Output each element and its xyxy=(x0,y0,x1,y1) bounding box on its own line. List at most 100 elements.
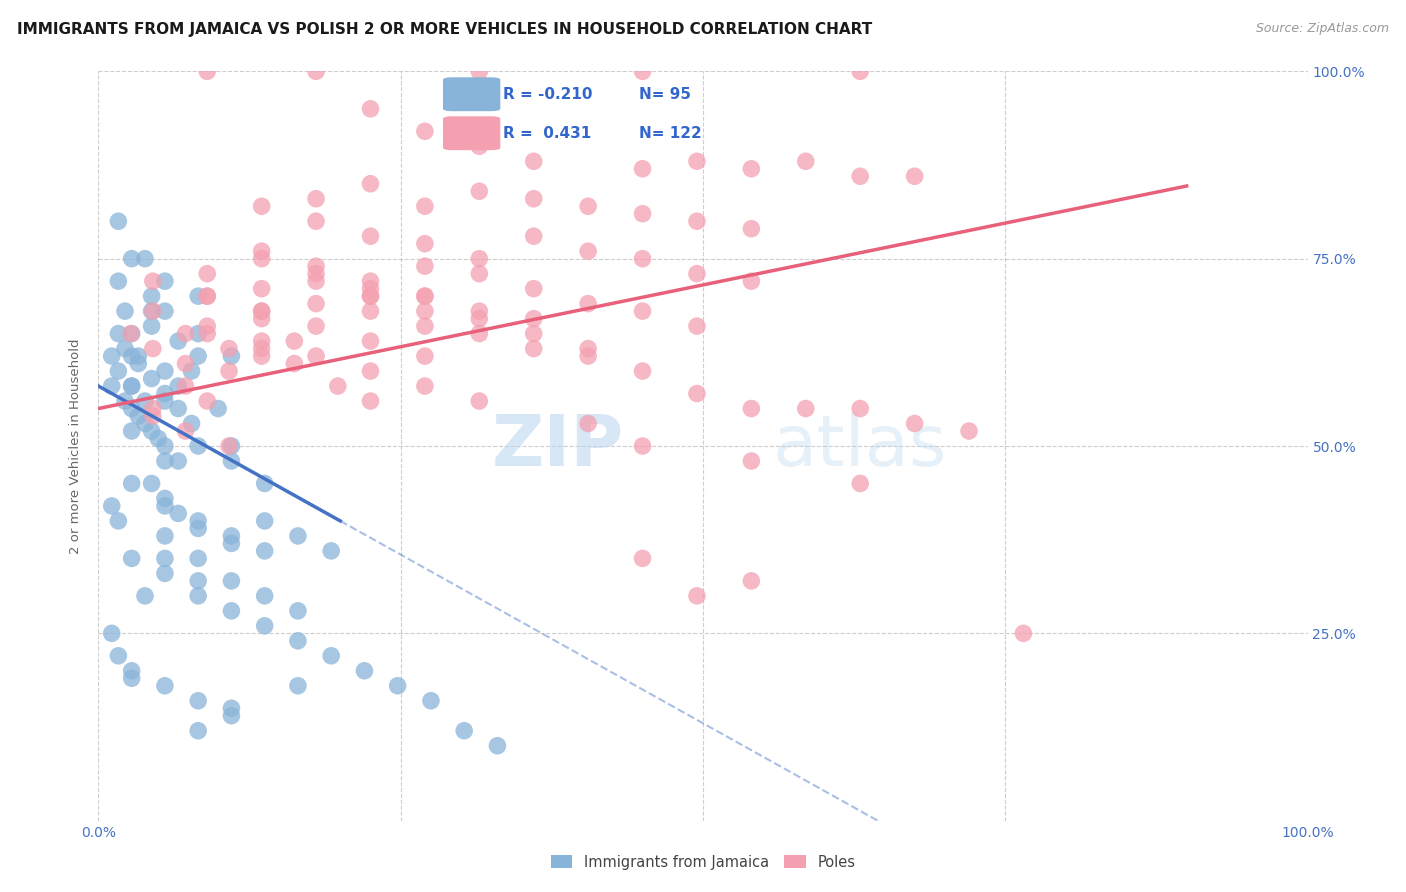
Point xyxy=(107,326,129,341)
Point xyxy=(250,304,273,318)
Point xyxy=(360,289,382,303)
Point xyxy=(468,311,491,326)
Text: R = -0.210: R = -0.210 xyxy=(503,87,593,102)
Point xyxy=(740,161,762,176)
Point xyxy=(353,664,375,678)
Point xyxy=(174,379,197,393)
Point xyxy=(283,357,305,371)
Point xyxy=(794,401,817,416)
Point xyxy=(523,342,546,356)
Point xyxy=(360,282,382,296)
Point xyxy=(134,589,156,603)
Point xyxy=(250,334,273,348)
Point xyxy=(107,514,129,528)
Point xyxy=(187,723,209,738)
Point xyxy=(453,723,475,738)
Point xyxy=(468,304,491,318)
Point xyxy=(576,417,599,431)
Point xyxy=(253,619,276,633)
Point xyxy=(283,334,305,348)
Point xyxy=(523,229,546,244)
Point xyxy=(107,364,129,378)
Point xyxy=(420,694,443,708)
Point xyxy=(305,274,328,288)
Point xyxy=(1012,626,1035,640)
Point xyxy=(631,252,654,266)
Point xyxy=(174,424,197,438)
Point xyxy=(360,177,382,191)
Text: N= 95: N= 95 xyxy=(640,87,692,102)
Point xyxy=(849,64,872,78)
Point xyxy=(326,379,349,393)
Point xyxy=(167,507,190,521)
Point xyxy=(107,648,129,663)
Point xyxy=(253,589,276,603)
Point xyxy=(468,184,491,198)
Point xyxy=(250,252,273,266)
Point xyxy=(576,244,599,259)
Point xyxy=(250,244,273,259)
Point xyxy=(849,169,872,184)
Point xyxy=(576,342,599,356)
Point xyxy=(250,349,273,363)
Point xyxy=(576,349,599,363)
Point xyxy=(904,169,927,184)
Point xyxy=(174,357,197,371)
Point xyxy=(121,252,143,266)
Point xyxy=(218,439,240,453)
Text: N= 122: N= 122 xyxy=(640,126,702,141)
Point xyxy=(740,274,762,288)
Point xyxy=(153,566,176,581)
Point xyxy=(121,349,143,363)
Point xyxy=(321,544,343,558)
Point xyxy=(142,304,165,318)
Point xyxy=(107,274,129,288)
Point xyxy=(127,349,149,363)
Point xyxy=(413,289,436,303)
Point xyxy=(107,214,129,228)
Point xyxy=(153,304,176,318)
Point xyxy=(153,529,176,543)
Point xyxy=(305,296,328,310)
Point xyxy=(486,739,509,753)
Point xyxy=(180,364,202,378)
Point xyxy=(187,439,209,453)
Point xyxy=(100,499,122,513)
Point xyxy=(167,334,190,348)
Point xyxy=(121,326,143,341)
Point xyxy=(631,439,654,453)
Point xyxy=(740,401,762,416)
Point xyxy=(413,236,436,251)
Text: Source: ZipAtlas.com: Source: ZipAtlas.com xyxy=(1256,22,1389,36)
Point xyxy=(287,529,309,543)
Point xyxy=(686,154,709,169)
Point xyxy=(167,401,190,416)
Point xyxy=(468,267,491,281)
Point xyxy=(631,207,654,221)
Point xyxy=(250,282,273,296)
Point xyxy=(576,296,599,310)
Point xyxy=(187,514,209,528)
Point xyxy=(141,424,163,438)
Point xyxy=(180,417,202,431)
Point xyxy=(305,349,328,363)
Point xyxy=(187,574,209,588)
Point xyxy=(141,319,163,334)
Point xyxy=(187,289,209,303)
Point xyxy=(413,349,436,363)
Point xyxy=(287,679,309,693)
Point xyxy=(100,626,122,640)
Text: IMMIGRANTS FROM JAMAICA VS POLISH 2 OR MORE VEHICLES IN HOUSEHOLD CORRELATION CH: IMMIGRANTS FROM JAMAICA VS POLISH 2 OR M… xyxy=(17,22,872,37)
Point xyxy=(221,604,243,618)
Point xyxy=(740,454,762,468)
Point xyxy=(686,319,709,334)
Point xyxy=(195,326,218,341)
Point xyxy=(121,671,143,685)
Point xyxy=(187,694,209,708)
Point xyxy=(468,64,491,78)
Point xyxy=(631,304,654,318)
Point xyxy=(114,304,136,318)
Point xyxy=(153,386,176,401)
Point xyxy=(321,648,343,663)
Point xyxy=(127,357,149,371)
